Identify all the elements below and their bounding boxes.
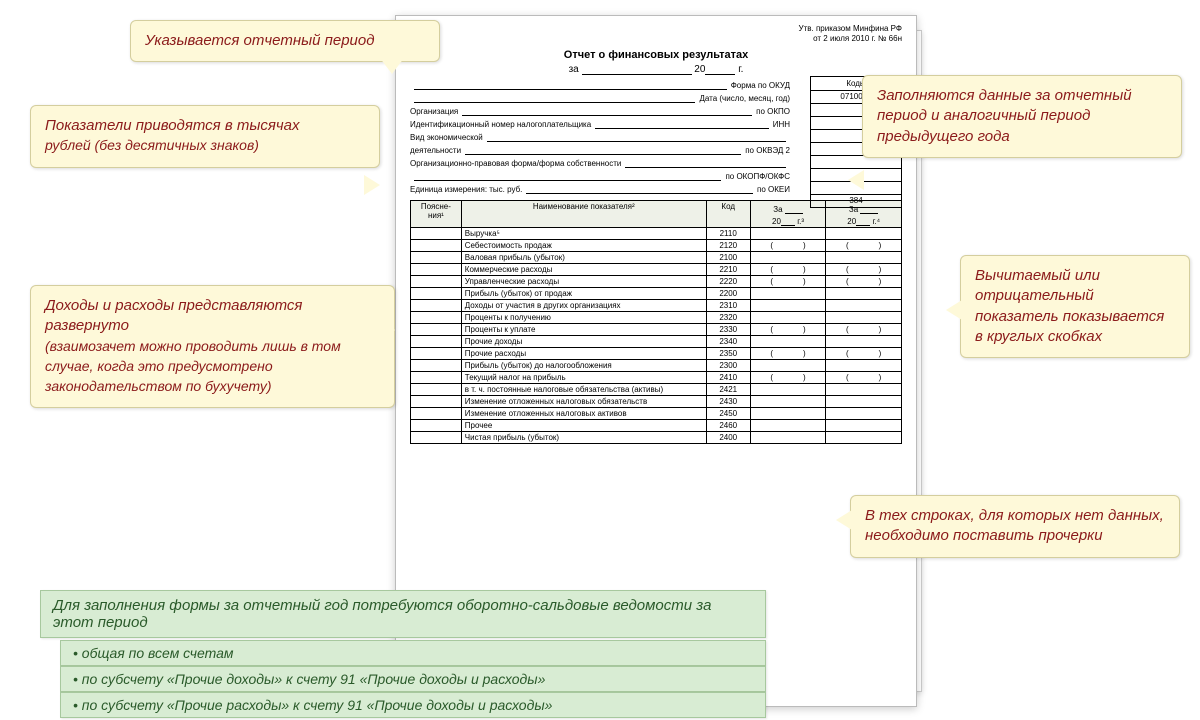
header-row: по ОКОПФ/ОКФС xyxy=(410,170,790,181)
table-row: Прочее2460 xyxy=(411,420,902,432)
period-line: за 20 г. xyxy=(410,63,902,75)
callout-dashes-tail xyxy=(836,510,852,530)
callout-period: Указывается отчетный период xyxy=(130,20,440,62)
period-suffix: г. xyxy=(738,64,743,75)
green-main: Для заполнения формы за отчетный год пот… xyxy=(40,590,766,638)
table-row: Прибыль (убыток) от продаж2200 xyxy=(411,288,902,300)
table-row: Прочие доходы2340 xyxy=(411,336,902,348)
callout-parentheses: Вычитаемый или отрицательный показатель … xyxy=(960,255,1190,358)
header-row: Единица измерения: тыс. руб.по ОКЕИ xyxy=(410,183,790,194)
table-row: Проценты к уплате2330()() xyxy=(411,324,902,336)
callout-periods-data: Заполняются данные за отчетный период и … xyxy=(862,75,1182,158)
form-title: Отчет о финансовых результатах xyxy=(410,49,902,61)
green-sub1: • общая по всем счетам xyxy=(60,640,766,666)
table-row: Проценты к получению2320 xyxy=(411,312,902,324)
table-row: Себестоимость продаж2120()() xyxy=(411,240,902,252)
header-row: Вид экономической xyxy=(410,131,790,142)
header-row: деятельностипо ОКВЭД 2 xyxy=(410,144,790,155)
callout-thousands-tail xyxy=(364,175,380,195)
callout-periods-data-tail xyxy=(848,170,864,190)
header-row: Организационно-правовая форма/форма собс… xyxy=(410,157,790,168)
period-prefix: за xyxy=(569,64,579,75)
callout-expanded-tail xyxy=(379,320,395,340)
header-row: Организацияпо ОКПО xyxy=(410,105,790,116)
green-sub3: • по субсчету «Прочие расходы» к счету 9… xyxy=(60,692,766,718)
approved-line1: Утв. приказом Минфина РФ xyxy=(410,24,902,34)
period-year-prefix: 20 xyxy=(694,64,705,75)
table-row: в т. ч. постоянные налоговые обязательст… xyxy=(411,384,902,396)
table-row: Коммерческие расходы2210()() xyxy=(411,264,902,276)
callout-thousands: Показатели приводятся в тысячах рублей (… xyxy=(30,105,380,168)
table-body: Выручка⁵2110Себестоимость продаж2120()()… xyxy=(411,228,902,444)
table-row: Выручка⁵2110 xyxy=(411,228,902,240)
green-sub2: • по субсчету «Прочие доходы» к счету 91… xyxy=(60,666,766,692)
table-row: Доходы от участия в других организациях2… xyxy=(411,300,902,312)
approval-block: Утв. приказом Минфина РФ от 2 июля 2010 … xyxy=(410,24,902,43)
callout-expanded: Доходы и расходы представляются разверну… xyxy=(30,285,395,408)
period-blank xyxy=(582,63,692,75)
table-row: Чистая прибыль (убыток)2400 xyxy=(411,432,902,444)
indicators-table: Поясне- ния¹ Наименование показателя² Ко… xyxy=(410,200,902,444)
callout-period-tail xyxy=(380,58,404,74)
header-fields: Форма по ОКУД Дата (число, месяц, год) Орг… xyxy=(410,79,790,194)
approved-line2: от 2 июля 2010 г. № 66н xyxy=(410,34,902,44)
callout-parentheses-tail xyxy=(946,300,962,320)
table-row: Прочие расходы2350()() xyxy=(411,348,902,360)
code-cell: 384 xyxy=(811,195,901,207)
header-row: Форма по ОКУД xyxy=(410,79,790,90)
table-row: Валовая прибыль (убыток)2100 xyxy=(411,252,902,264)
stage: 002 с. 2 Утв. приказом Минфина РФ от 2 и… xyxy=(0,0,1200,720)
table-row: Изменение отложенных налоговых обязатель… xyxy=(411,396,902,408)
th-name: Наименование показателя² xyxy=(461,201,706,228)
table-row: Текущий налог на прибыль2410()() xyxy=(411,372,902,384)
period-year-blank xyxy=(705,63,735,75)
table-row: Управленческие расходы2220()() xyxy=(411,276,902,288)
table-row: Прибыль (убыток) до налогообложения2300 xyxy=(411,360,902,372)
th-code: Код xyxy=(706,201,750,228)
code-cell xyxy=(811,156,901,169)
header-row: Идентификационный номер налогоплательщик… xyxy=(410,118,790,129)
header-row: Дата (число, месяц, год) xyxy=(410,92,790,103)
table-row: Изменение отложенных налоговых активов24… xyxy=(411,408,902,420)
th-explanations: Поясне- ния¹ xyxy=(411,201,462,228)
callout-dashes: В тех строках, для которых нет данных, н… xyxy=(850,495,1180,558)
